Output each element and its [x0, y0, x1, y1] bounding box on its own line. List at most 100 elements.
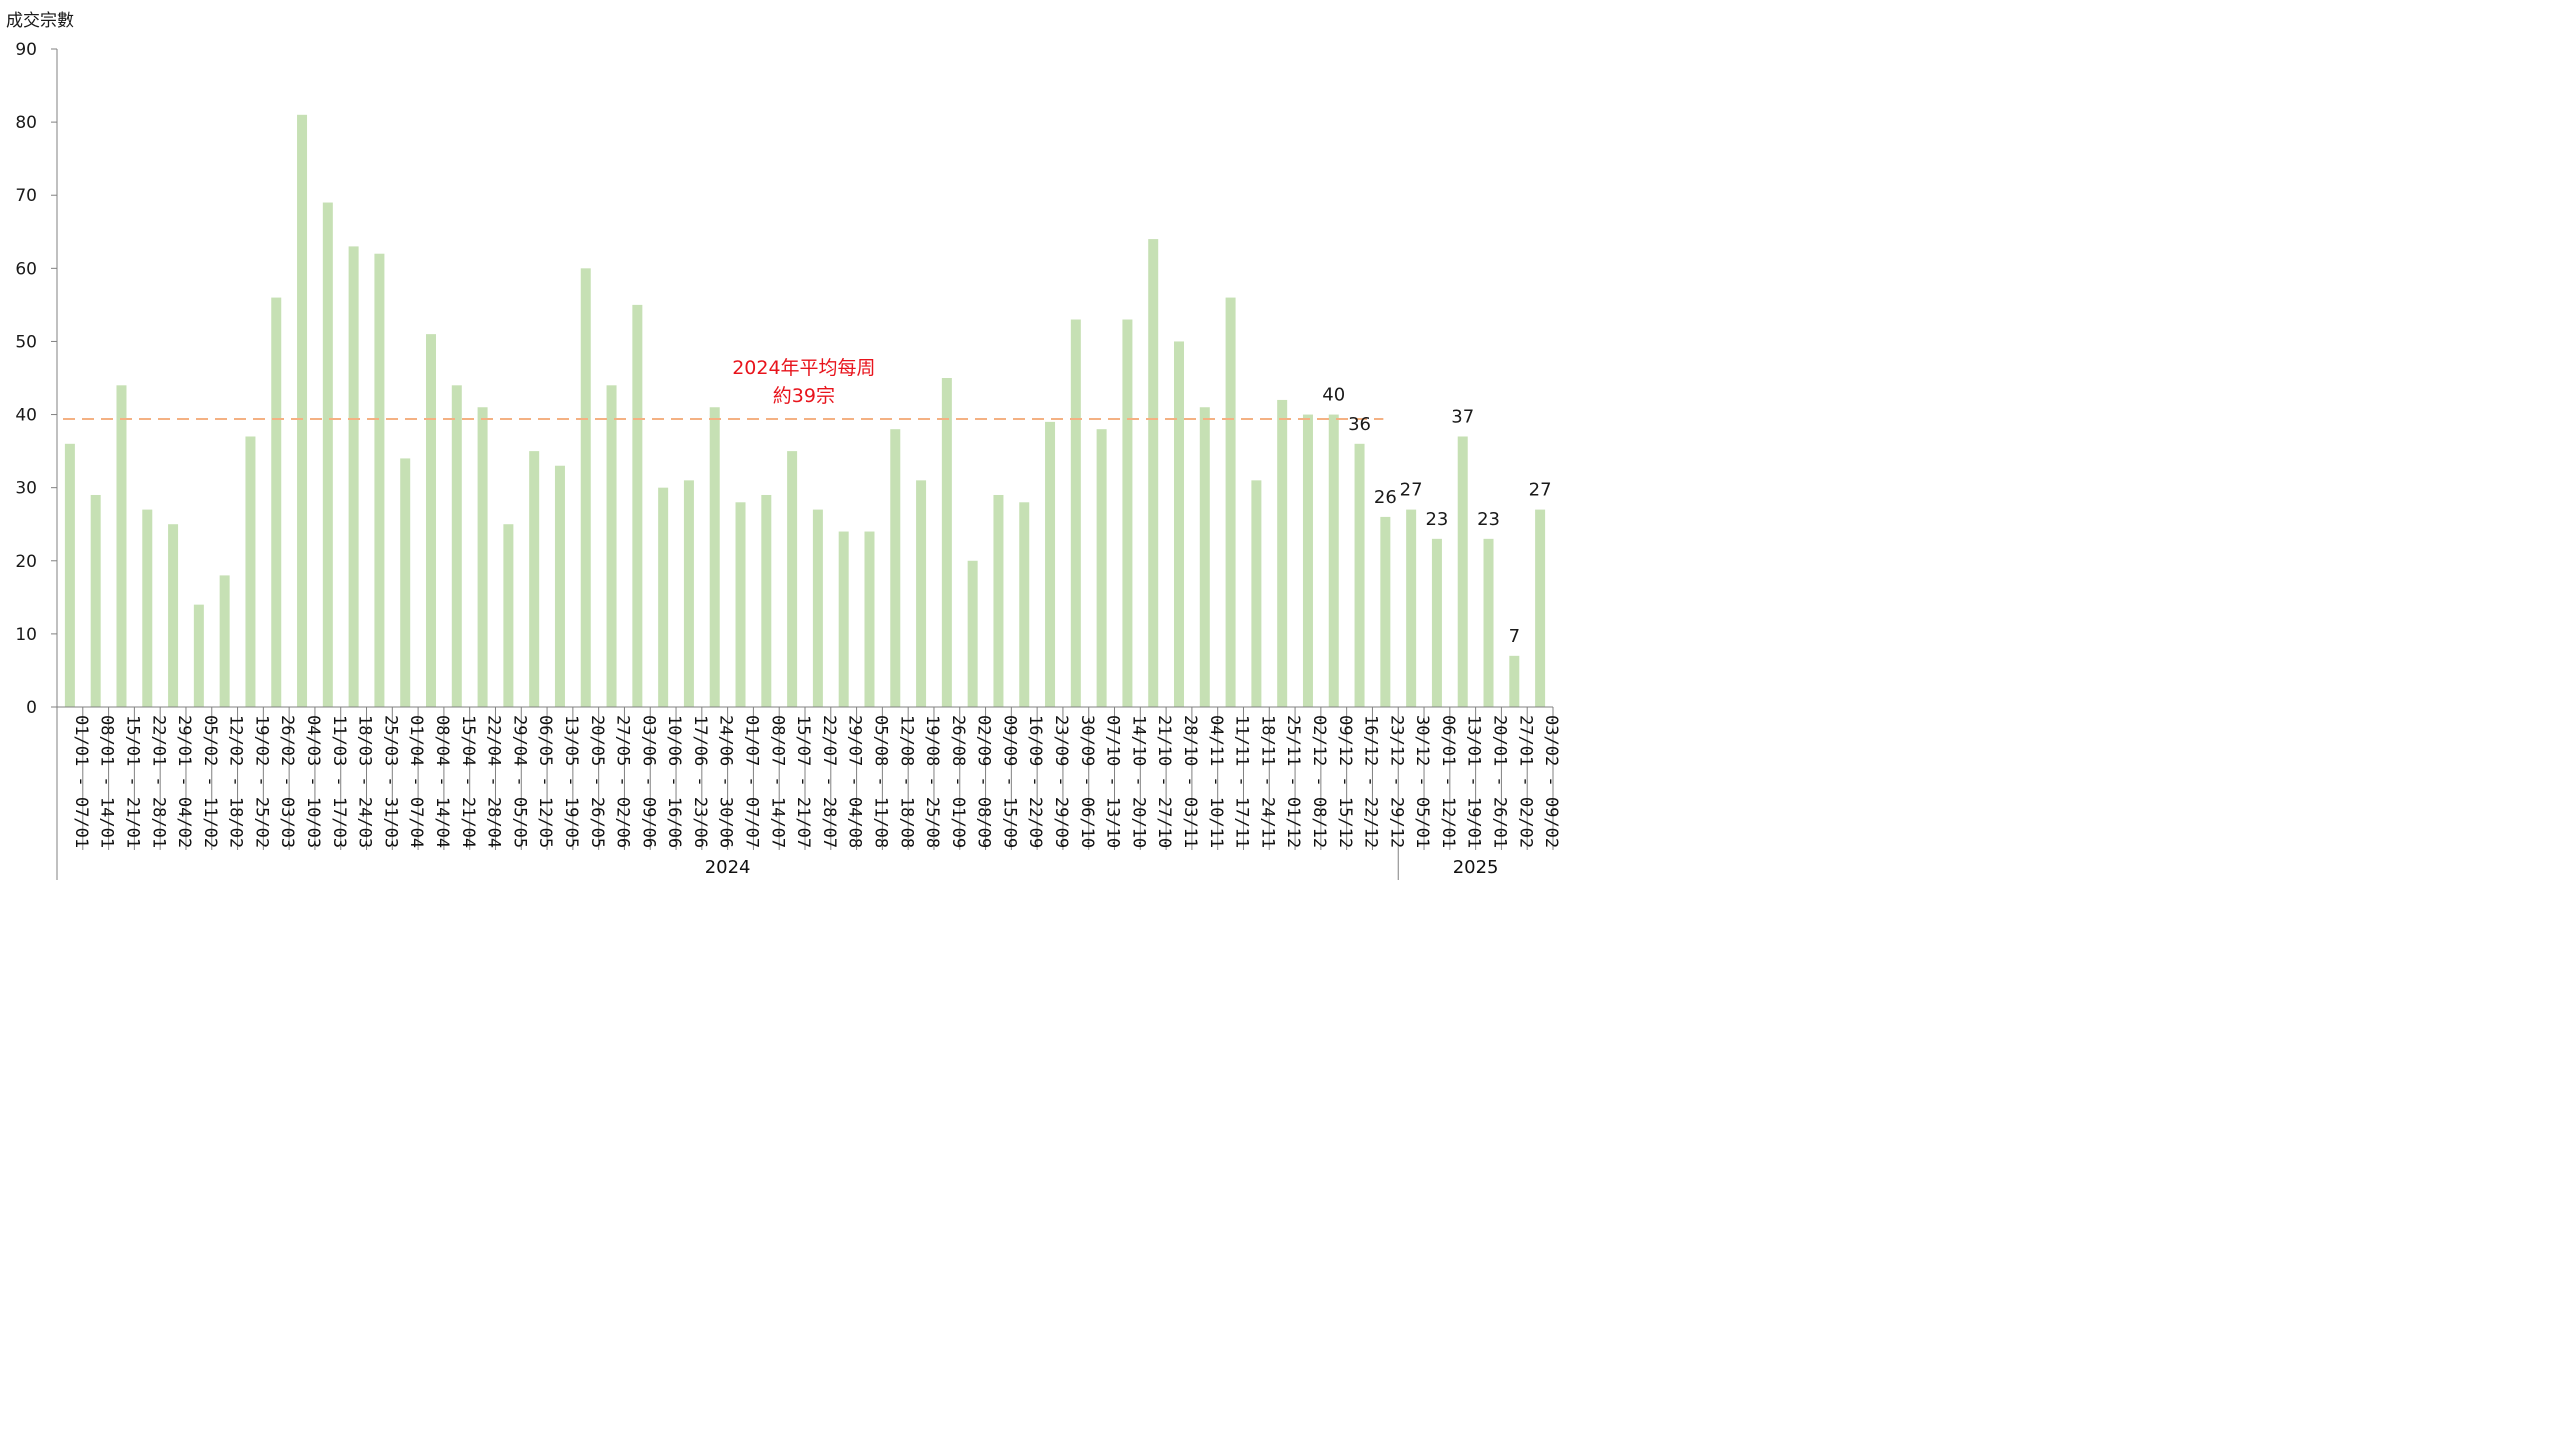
bar	[1535, 509, 1546, 707]
category-label: 19/08 - 25/08	[922, 715, 942, 848]
data-label: 37	[1451, 406, 1474, 427]
bar	[193, 604, 204, 707]
data-label: 23	[1425, 509, 1448, 530]
bar	[1148, 239, 1159, 708]
bar	[1406, 509, 1417, 707]
category-label: 11/11 - 17/11	[1232, 715, 1252, 848]
category-label: 05/02 - 11/02	[200, 715, 220, 848]
y-tick-label: 50	[15, 332, 37, 352]
bar	[1483, 538, 1494, 707]
category-label: 15/04 - 21/04	[458, 715, 478, 848]
bar	[116, 385, 127, 707]
bar	[838, 531, 849, 707]
data-label: 36	[1348, 414, 1371, 435]
category-label: 27/01 - 02/02	[1515, 715, 1535, 848]
bar	[271, 297, 282, 707]
category-label: 29/07 - 04/08	[845, 715, 865, 848]
bar	[709, 407, 720, 707]
category-label: 06/01 - 12/01	[1438, 715, 1458, 848]
y-tick-label: 30	[15, 479, 37, 499]
bar	[503, 524, 514, 707]
bars	[64, 114, 1546, 708]
bar	[606, 385, 617, 707]
category-label: 16/09 - 22/09	[1025, 715, 1045, 848]
bar	[658, 487, 669, 707]
category-label: 24/06 - 30/06	[716, 715, 736, 848]
category-label: 22/04 - 28/04	[484, 715, 504, 848]
bar	[348, 246, 359, 707]
bar	[632, 304, 643, 707]
category-label: 02/12 - 08/12	[1309, 715, 1329, 848]
bar	[529, 451, 540, 707]
category-label: 03/02 - 09/02	[1541, 715, 1561, 848]
bar	[735, 502, 746, 707]
category-label: 01/07 - 07/07	[742, 715, 762, 848]
bar	[400, 458, 411, 707]
category-label: 13/01 - 19/01	[1464, 715, 1484, 848]
bar	[451, 385, 462, 707]
bar	[580, 268, 591, 707]
category-label: 13/05 - 19/05	[561, 715, 581, 848]
category-label: 22/01 - 28/01	[148, 715, 168, 848]
bar	[477, 407, 488, 707]
category-label: 19/02 - 25/02	[251, 715, 271, 848]
category-label: 14/10 - 20/10	[1128, 715, 1148, 848]
bar	[941, 378, 952, 707]
category-label: 04/11 - 10/11	[1206, 715, 1226, 848]
bar	[1328, 414, 1339, 707]
y-tick-label: 70	[15, 186, 37, 206]
bar	[245, 436, 256, 707]
category-label: 18/03 - 24/03	[355, 715, 375, 848]
data-label: 27	[1400, 480, 1423, 501]
bar	[890, 429, 901, 707]
bar	[1251, 480, 1262, 707]
bar	[1431, 538, 1442, 707]
bar	[1045, 421, 1056, 707]
category-label: 03/06 - 09/06	[638, 715, 658, 848]
category-label: 25/03 - 31/03	[380, 715, 400, 848]
bar	[1225, 297, 1236, 707]
category-label: 30/12 - 05/01	[1412, 715, 1432, 848]
bar	[219, 575, 230, 707]
bar	[1277, 399, 1288, 707]
bar	[761, 494, 772, 707]
category-label: 17/06 - 23/06	[690, 715, 710, 848]
bar	[168, 524, 179, 707]
category-label: 12/08 - 18/08	[896, 715, 916, 848]
data-label: 23	[1477, 509, 1500, 530]
category-label: 10/06 - 16/06	[664, 715, 684, 848]
average-annotation: 約39宗	[773, 385, 835, 407]
bar	[812, 509, 823, 707]
x-axis: 01/01 - 07/01 08/01 - 14/01 15/01 - 21/01 2…	[56, 706, 1561, 880]
bar	[967, 560, 978, 707]
bar	[1380, 516, 1391, 707]
y-tick-label: 0	[26, 698, 37, 718]
category-label: 23/09 - 29/09	[1051, 715, 1071, 848]
year-label: 2025	[1453, 857, 1499, 878]
category-label: 09/09 - 15/09	[999, 715, 1019, 848]
category-label: 11/03 - 17/03	[329, 715, 349, 848]
bar	[1457, 436, 1468, 707]
bar	[864, 531, 875, 707]
category-label: 04/03 - 10/03	[303, 715, 323, 848]
bar	[142, 509, 153, 707]
bar	[1096, 429, 1107, 707]
bar	[1070, 319, 1081, 707]
category-label: 29/01 - 04/02	[174, 715, 194, 848]
category-label: 18/11 - 24/11	[1257, 715, 1277, 848]
category-label: 23/12 - 29/12	[1386, 715, 1406, 848]
bar	[1302, 414, 1313, 707]
y-tick-label: 20	[15, 552, 37, 572]
category-label: 01/01 - 07/01	[71, 715, 91, 848]
bar	[1174, 341, 1184, 707]
category-label: 30/09 - 06/10	[1077, 715, 1097, 848]
bar	[554, 465, 565, 707]
category-label: 27/05 - 02/06	[613, 715, 633, 848]
bar	[1199, 407, 1210, 707]
category-label: 05/08 - 11/08	[870, 715, 890, 848]
y-tick-label: 40	[15, 406, 37, 426]
y-tick-label: 60	[15, 259, 37, 279]
category-label: 20/01 - 26/01	[1490, 715, 1510, 848]
category-label: 08/01 - 14/01	[97, 715, 117, 848]
category-label: 22/07 - 28/07	[819, 715, 839, 848]
